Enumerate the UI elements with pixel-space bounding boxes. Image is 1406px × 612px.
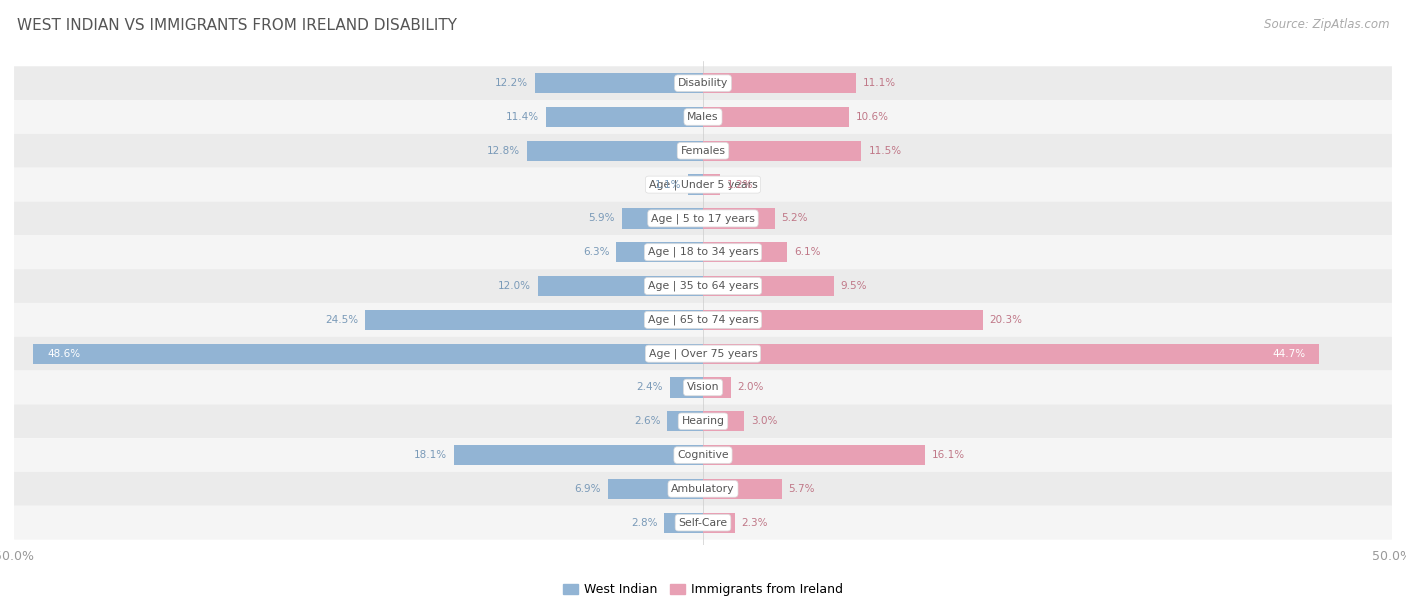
Bar (703, 107, 849, 127)
Bar (703, 208, 775, 228)
Text: 12.0%: 12.0% (498, 281, 531, 291)
Text: 2.4%: 2.4% (637, 382, 664, 392)
Text: 48.6%: 48.6% (48, 349, 80, 359)
Text: 6.3%: 6.3% (583, 247, 609, 257)
Text: Source: ZipAtlas.com: Source: ZipAtlas.com (1264, 18, 1389, 31)
Text: 5.2%: 5.2% (782, 214, 808, 223)
Bar (703, 378, 731, 398)
Text: 11.4%: 11.4% (506, 112, 538, 122)
Bar (703, 411, 744, 431)
Text: 20.3%: 20.3% (990, 315, 1022, 325)
FancyBboxPatch shape (14, 66, 1392, 100)
Bar (616, 242, 703, 263)
Text: Hearing: Hearing (682, 416, 724, 427)
Text: 2.3%: 2.3% (741, 518, 768, 528)
FancyBboxPatch shape (14, 438, 1392, 472)
Text: 16.1%: 16.1% (932, 450, 965, 460)
Text: 2.6%: 2.6% (634, 416, 661, 427)
Bar (703, 343, 1319, 364)
Bar (607, 479, 703, 499)
Text: 5.7%: 5.7% (789, 484, 815, 494)
Text: Cognitive: Cognitive (678, 450, 728, 460)
Bar (703, 141, 862, 161)
Text: 2.0%: 2.0% (738, 382, 763, 392)
Text: Age | 5 to 17 years: Age | 5 to 17 years (651, 213, 755, 223)
FancyBboxPatch shape (14, 201, 1392, 236)
Text: Age | 18 to 34 years: Age | 18 to 34 years (648, 247, 758, 258)
Text: 11.5%: 11.5% (869, 146, 901, 156)
Text: Age | Under 5 years: Age | Under 5 years (648, 179, 758, 190)
FancyBboxPatch shape (14, 100, 1392, 134)
Text: 12.8%: 12.8% (486, 146, 520, 156)
Bar (703, 242, 787, 263)
Bar (703, 513, 735, 533)
Bar (621, 208, 703, 228)
Bar (34, 343, 703, 364)
Text: 12.2%: 12.2% (495, 78, 529, 88)
Bar (688, 174, 703, 195)
Legend: West Indian, Immigrants from Ireland: West Indian, Immigrants from Ireland (558, 578, 848, 601)
Text: 18.1%: 18.1% (413, 450, 447, 460)
Text: Age | 35 to 64 years: Age | 35 to 64 years (648, 281, 758, 291)
Bar (703, 276, 834, 296)
Bar (703, 479, 782, 499)
Text: Disability: Disability (678, 78, 728, 88)
FancyBboxPatch shape (14, 303, 1392, 337)
Bar (366, 310, 703, 330)
Text: 11.1%: 11.1% (863, 78, 896, 88)
Bar (703, 174, 720, 195)
Text: 2.8%: 2.8% (631, 518, 658, 528)
FancyBboxPatch shape (14, 168, 1392, 201)
FancyBboxPatch shape (14, 506, 1392, 540)
Text: 3.0%: 3.0% (751, 416, 778, 427)
FancyBboxPatch shape (14, 472, 1392, 506)
Bar (537, 276, 703, 296)
Bar (546, 107, 703, 127)
Bar (454, 445, 703, 465)
FancyBboxPatch shape (14, 236, 1392, 269)
Text: 10.6%: 10.6% (856, 112, 889, 122)
Bar (669, 378, 703, 398)
Text: Age | 65 to 74 years: Age | 65 to 74 years (648, 315, 758, 325)
Text: Self-Care: Self-Care (679, 518, 727, 528)
Text: Age | Over 75 years: Age | Over 75 years (648, 348, 758, 359)
Bar (665, 513, 703, 533)
FancyBboxPatch shape (14, 134, 1392, 168)
Text: 1.2%: 1.2% (727, 179, 754, 190)
Text: Vision: Vision (686, 382, 720, 392)
Text: 44.7%: 44.7% (1272, 349, 1305, 359)
Text: 24.5%: 24.5% (325, 315, 359, 325)
Bar (668, 411, 703, 431)
FancyBboxPatch shape (14, 337, 1392, 370)
FancyBboxPatch shape (14, 370, 1392, 405)
Bar (534, 73, 703, 93)
Bar (703, 73, 856, 93)
Bar (703, 445, 925, 465)
Text: 1.1%: 1.1% (654, 179, 681, 190)
Text: 6.1%: 6.1% (794, 247, 821, 257)
Text: WEST INDIAN VS IMMIGRANTS FROM IRELAND DISABILITY: WEST INDIAN VS IMMIGRANTS FROM IRELAND D… (17, 18, 457, 34)
Bar (527, 141, 703, 161)
Bar (703, 310, 983, 330)
Text: 5.9%: 5.9% (588, 214, 614, 223)
Text: 6.9%: 6.9% (575, 484, 600, 494)
Text: 9.5%: 9.5% (841, 281, 868, 291)
Text: Ambulatory: Ambulatory (671, 484, 735, 494)
Text: Males: Males (688, 112, 718, 122)
FancyBboxPatch shape (14, 405, 1392, 438)
Text: Females: Females (681, 146, 725, 156)
FancyBboxPatch shape (14, 269, 1392, 303)
